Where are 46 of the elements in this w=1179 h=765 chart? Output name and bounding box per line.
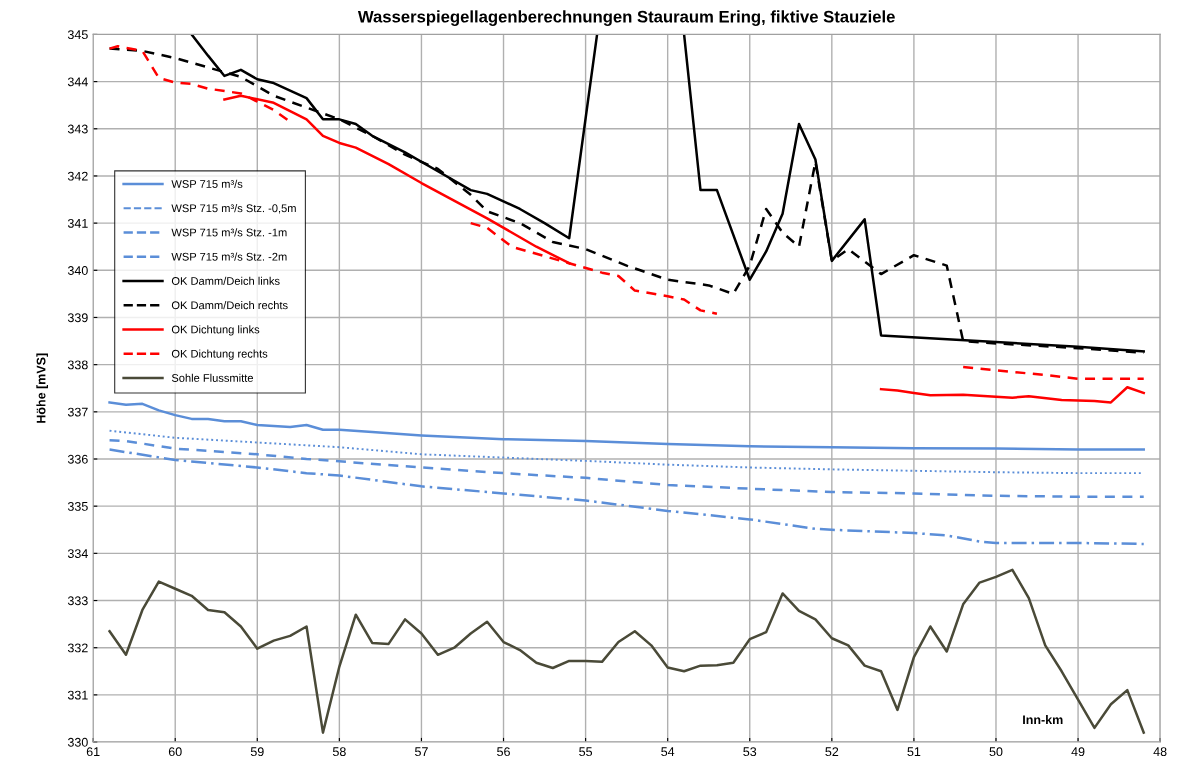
- y-tick-label: 330: [67, 737, 88, 747]
- legend-label: OK Dichtung links: [171, 325, 260, 336]
- legend-label: Sohle Flussmitte: [171, 373, 253, 382]
- y-tick-label: 334: [67, 549, 88, 558]
- x-tick-label: 61: [86, 747, 100, 757]
- x-tick-label: 56: [497, 747, 510, 757]
- legend-label: WSP 715 m³/s: [171, 179, 243, 188]
- legend-label: OK Dichtung rechts: [171, 349, 268, 360]
- y-axis-title: Höhe [mVS]: [36, 353, 48, 423]
- y-tick-label: 338: [67, 360, 88, 370]
- y-tick-label: 341: [67, 218, 88, 228]
- x-tick-label: 52: [825, 747, 839, 757]
- x-tick-label: 48: [1153, 747, 1167, 757]
- x-tick-label: 58: [332, 747, 346, 757]
- y-tick-label: 333: [67, 596, 88, 606]
- line-series: [108, 438, 1145, 498]
- y-tick-label: 331: [67, 690, 88, 700]
- x-tick-label: 54: [661, 747, 675, 757]
- x-tick-label: 55: [579, 747, 593, 757]
- y-tick-label: 336: [67, 454, 88, 464]
- x-tick-label: 51: [907, 747, 921, 757]
- x-tick-label: 57: [415, 747, 428, 757]
- legend-label: OK Damm/Deich links: [171, 276, 280, 285]
- y-tick-label: 340: [67, 266, 88, 275]
- x-axis-title: Inn-km: [1023, 715, 1063, 725]
- x-tick-label: 49: [1071, 747, 1085, 757]
- x-tick-label: 50: [989, 747, 1003, 757]
- line-series: [108, 401, 1145, 451]
- legend-label: WSP 715 m³/s Stz. -1m: [171, 228, 287, 237]
- y-tick-label: 335: [67, 501, 88, 511]
- legend-label: WSP 715 m³/s Stz. -2m: [171, 252, 287, 261]
- legend-label: OK Damm/Deich rechts: [171, 301, 288, 310]
- line-series: [108, 568, 1145, 734]
- x-tick-label: 59: [250, 747, 264, 757]
- y-tick-label: 337: [67, 407, 88, 417]
- x-tick-label: 60: [168, 747, 182, 757]
- y-tick-label: 343: [67, 124, 88, 134]
- chart-title: Wasserspiegellagenberechnungen Stauraum Ering, fiktive Stauziele: [357, 10, 895, 26]
- y-tick-label: 344: [67, 77, 88, 87]
- x-tick-label: 53: [743, 747, 757, 757]
- y-tick-label: 345: [67, 30, 88, 40]
- y-tick-label: 339: [67, 313, 88, 323]
- y-tick-label: 342: [67, 171, 88, 181]
- y-tick-label: 332: [67, 643, 88, 653]
- legend-label: WSP 715 m³/s Stz. -0,5m: [171, 204, 296, 214]
- line-series: [108, 448, 1145, 546]
